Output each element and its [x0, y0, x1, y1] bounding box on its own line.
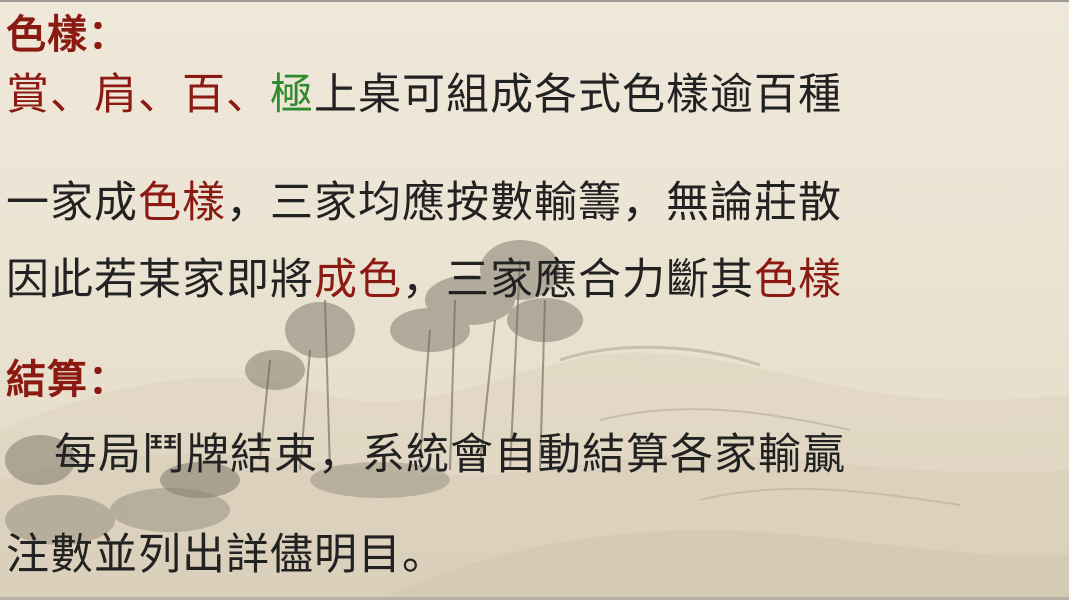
color-pattern-line-1: 賞、肩、百、極上桌可組成各式色樣逾百種: [6, 60, 842, 122]
line-text: ，三家應合力斷其: [402, 255, 754, 305]
color-pattern-line-2: 一家成色樣，三家均應按數輸籌，無論莊散: [6, 168, 842, 230]
line-text: 上桌可組成各式色樣逾百種: [314, 70, 842, 120]
foreground-slope: [380, 530, 1069, 600]
tree-cluster: [259, 259, 546, 471]
separator: 、: [226, 70, 270, 120]
section-title-color-patterns: 色樣：: [6, 12, 129, 58]
line-text: 每局鬥牌結束，系統會自動結算各家輸贏: [54, 430, 846, 480]
brush-stroke: [559, 345, 761, 367]
tree-foliage: [5, 240, 583, 498]
settlement-line-2: 注數並列出詳儘明目。: [6, 520, 446, 582]
term-bai: 百: [182, 70, 226, 120]
line-text: ，三家均應按數輸籌，無論莊散: [226, 178, 842, 228]
term-ji: 極: [270, 70, 314, 120]
term-become-color: 成色: [314, 255, 402, 305]
rocks: [5, 462, 450, 545]
brush-stroke: [699, 487, 961, 506]
brush-stroke: [599, 408, 851, 431]
term-jian: 肩: [94, 70, 138, 120]
separator: 、: [50, 70, 94, 120]
line-text: 注數並列出詳儘明目。: [6, 530, 446, 580]
settlement-line-1: 每局鬥牌結束，系統會自動結算各家輸贏: [6, 420, 846, 482]
term-shang: 賞: [6, 70, 50, 120]
separator: 、: [138, 70, 182, 120]
line-text: 一家成: [6, 178, 138, 228]
term-color-pattern: 色樣: [754, 255, 842, 305]
section-title-settlement: 結算：: [6, 357, 129, 403]
line-text: 因此若某家即將: [6, 255, 314, 305]
color-pattern-line-3: 因此若某家即將成色，三家應合力斷其色樣: [6, 245, 842, 307]
term-color-pattern: 色樣: [138, 178, 226, 228]
